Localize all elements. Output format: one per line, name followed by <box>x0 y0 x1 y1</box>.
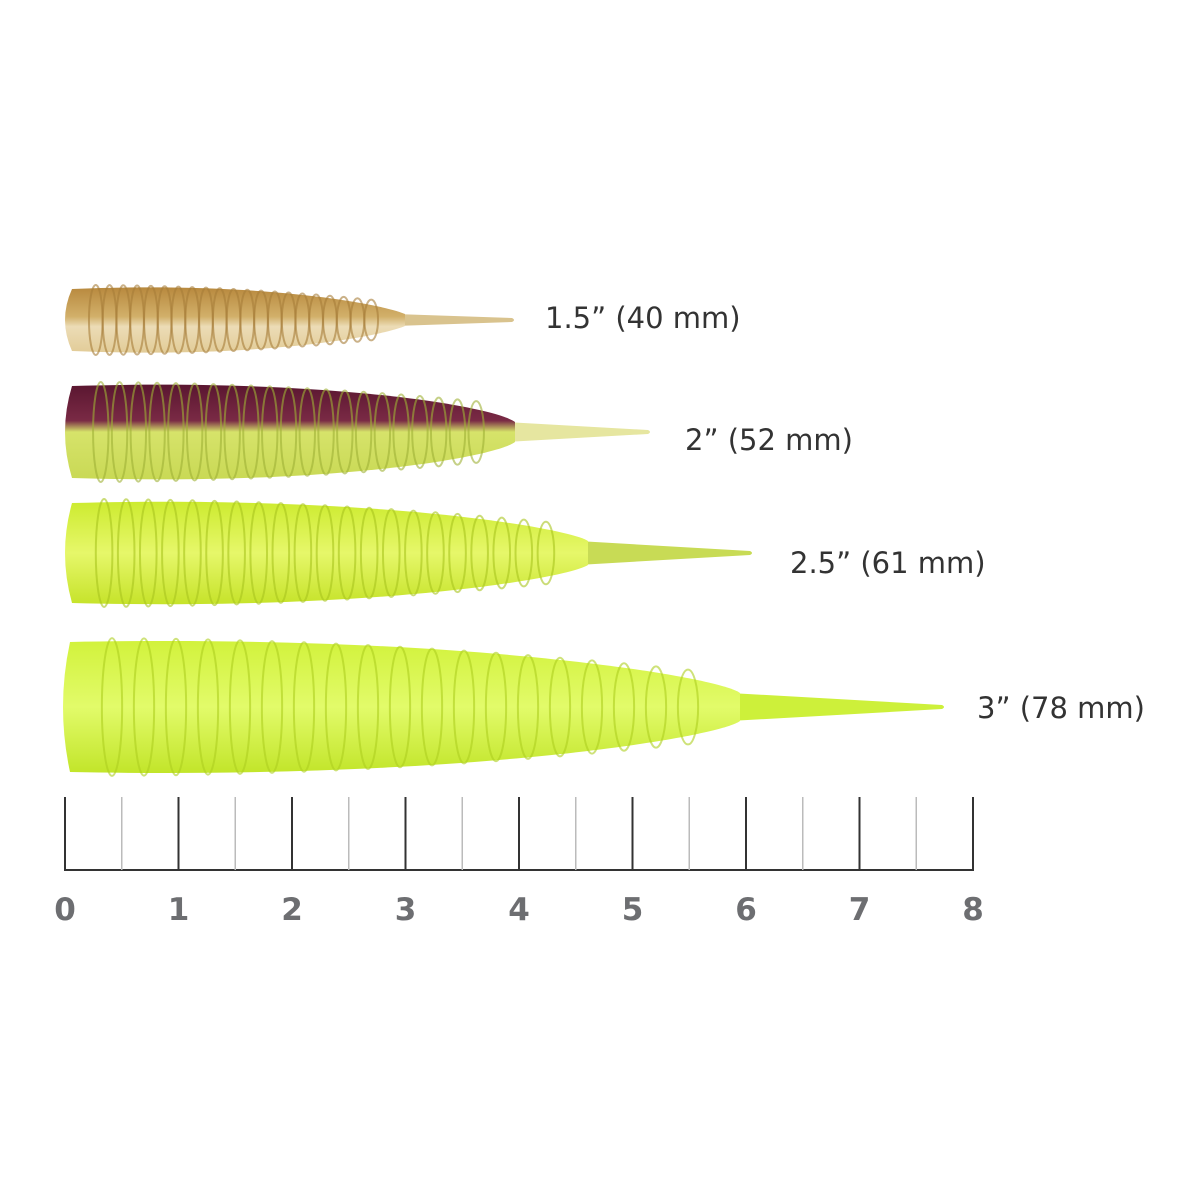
lure-rib <box>536 520 556 586</box>
lure-rib <box>381 508 401 598</box>
lure-rib <box>452 649 476 765</box>
lure-body <box>65 384 515 480</box>
lure-rib <box>336 389 354 475</box>
lure-rib <box>148 381 166 483</box>
lure-rib <box>223 383 241 481</box>
lure-rib <box>514 518 534 588</box>
lure-rib <box>185 382 204 482</box>
lure-rib <box>580 659 604 755</box>
lure-rib <box>92 381 110 483</box>
lure-rib <box>261 385 279 479</box>
size-label: 3” (78 mm) <box>977 691 1145 725</box>
lure-rib <box>204 383 223 481</box>
lure-rib <box>356 644 380 770</box>
lure-rib <box>242 384 260 480</box>
lure-rib <box>426 511 445 595</box>
ruler-label: 7 <box>849 892 871 928</box>
ruler-label: 4 <box>508 892 530 928</box>
lure-body <box>65 501 588 605</box>
lure-tail <box>505 422 650 442</box>
lure-rib <box>470 514 489 592</box>
lure-rib <box>315 504 335 602</box>
lure-rib <box>100 637 124 777</box>
lure-rib <box>448 512 467 594</box>
lure-rib <box>116 498 136 608</box>
lure-rib <box>298 387 316 477</box>
lure-rib <box>94 498 114 608</box>
lure <box>63 637 944 777</box>
lure-rib <box>196 638 220 776</box>
lure-rib <box>161 498 180 608</box>
lure-rib <box>249 501 269 605</box>
lure-rib <box>138 498 158 608</box>
lure-rib <box>354 390 373 474</box>
lure-tail <box>395 314 514 326</box>
ruler-label: 0 <box>54 892 76 928</box>
lure-body <box>63 641 740 773</box>
lure-rib <box>337 505 357 601</box>
lure-rib <box>373 392 392 472</box>
ruler-label: 1 <box>168 892 190 928</box>
size-label: 1.5” (40 mm) <box>545 301 741 335</box>
lure-rib <box>420 647 444 767</box>
lure-rib <box>467 400 485 464</box>
lure-rib <box>429 396 448 468</box>
lures <box>63 284 944 777</box>
lure-rib <box>388 645 412 769</box>
lure-body <box>65 287 405 353</box>
size-label: 2.5” (61 mm) <box>790 546 986 580</box>
lure-rib <box>548 656 572 758</box>
lure-rib <box>227 500 246 606</box>
lure-rib <box>363 298 380 342</box>
lure-rib <box>110 381 129 483</box>
lure <box>65 498 752 608</box>
lure <box>65 284 514 356</box>
lure-rib <box>492 516 512 590</box>
lure-rib <box>612 662 636 752</box>
ruler-label: 6 <box>735 892 757 928</box>
lure-rib <box>484 651 508 763</box>
lure-tail <box>578 541 752 565</box>
lure-rib <box>279 386 298 478</box>
lure-rib <box>292 641 316 773</box>
lure-rib <box>676 668 700 746</box>
lure-rib <box>392 393 410 471</box>
ruler-label: 2 <box>281 892 303 928</box>
lure-rib <box>132 637 156 777</box>
lure <box>65 381 650 483</box>
lure-rib <box>129 381 148 483</box>
lure-rib <box>228 639 252 775</box>
lure-rib <box>317 388 335 476</box>
lure-rib <box>644 665 668 749</box>
lure-rib <box>271 502 291 604</box>
size-label: 2” (52 mm) <box>685 423 853 457</box>
lure-rib <box>411 395 429 469</box>
lure-rib <box>324 642 348 772</box>
lure-rib <box>164 637 188 777</box>
lure-rib <box>183 499 202 607</box>
lure-rib <box>260 640 284 774</box>
lure-rib <box>359 506 379 600</box>
lure-rib <box>167 382 185 482</box>
ruler-label: 5 <box>622 892 644 928</box>
lure-rib <box>205 499 224 607</box>
ruler: 0 1 2 3 4 5 6 7 8 <box>54 797 984 928</box>
lure-rib <box>516 654 540 760</box>
ruler-label: 3 <box>395 892 417 928</box>
lure-rib <box>448 398 467 466</box>
ruler-label: 8 <box>962 892 984 928</box>
lure-tail <box>730 693 944 721</box>
lure-rib <box>404 509 423 597</box>
lure-rib <box>293 503 313 603</box>
